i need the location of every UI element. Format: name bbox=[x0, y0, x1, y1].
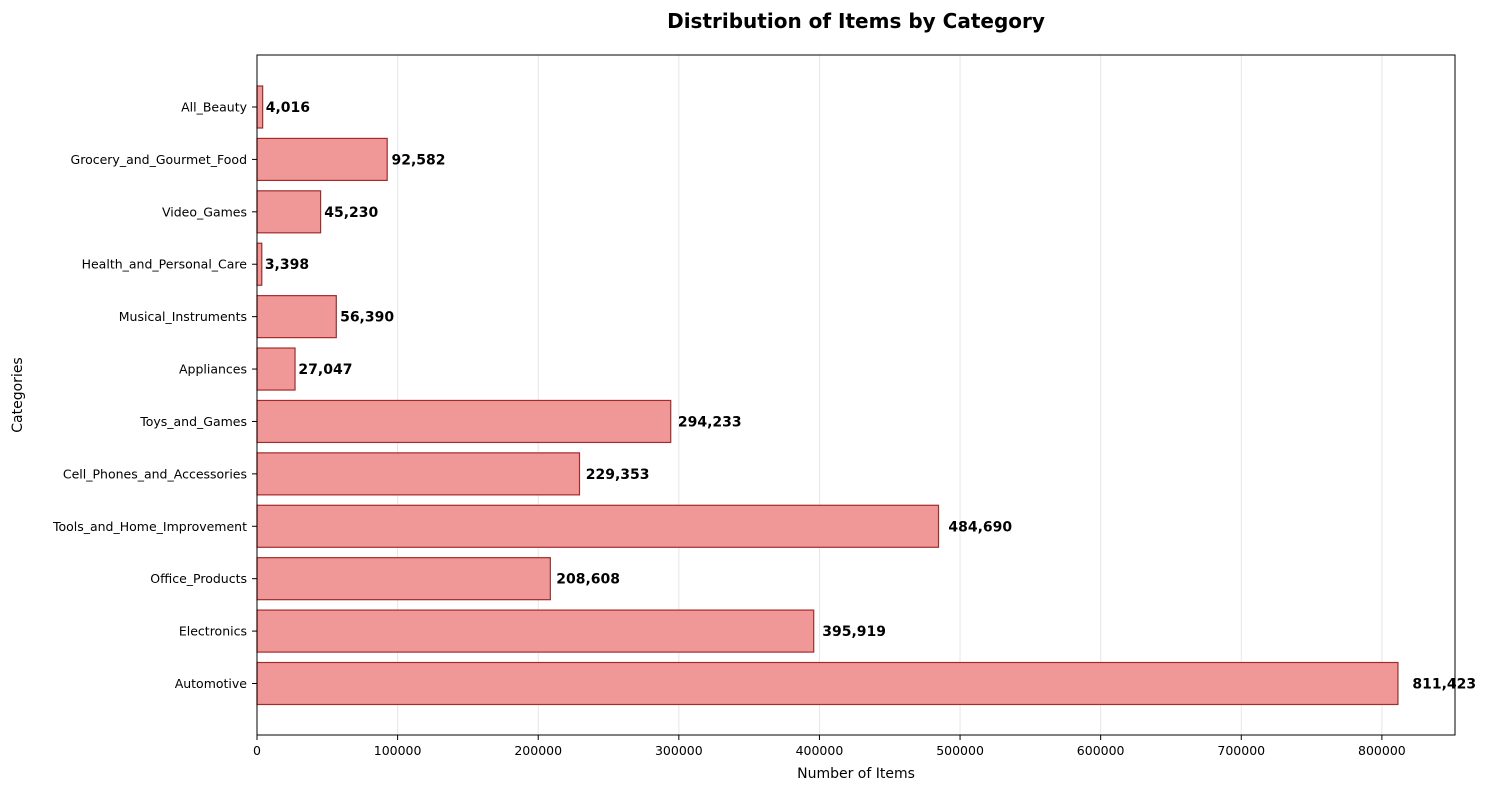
y-tick-label: Automotive bbox=[175, 676, 248, 691]
chart-title: Distribution of Items by Category bbox=[667, 9, 1045, 33]
bar-value-label: 4,016 bbox=[266, 100, 310, 116]
bar-musical-instruments bbox=[256, 295, 337, 339]
bar-grocery-and-gourmet-food bbox=[256, 137, 388, 182]
bar-health-and-personal-care bbox=[256, 242, 263, 286]
bar-layer bbox=[256, 85, 1399, 706]
bar-value-label: 208,608 bbox=[556, 572, 620, 588]
y-tick-label: Appliances bbox=[179, 362, 247, 377]
grid-layer bbox=[256, 55, 1383, 735]
bar-tools-and-home-improvement bbox=[256, 504, 940, 548]
bar-value-label: 229,353 bbox=[586, 467, 650, 483]
bar-cell-phones-and-accessories bbox=[256, 452, 581, 496]
y-tick-label: Toys_and_Games bbox=[139, 414, 247, 429]
bar-value-label: 811,423 bbox=[1412, 677, 1476, 693]
bar-value-label: 45,230 bbox=[324, 205, 378, 221]
y-tick-label: Grocery_and_Gourmet_Food bbox=[71, 152, 247, 167]
y-tick-label: Tools_and_Home_Improvement bbox=[52, 519, 247, 534]
x-tick-label: 500000 bbox=[936, 743, 984, 758]
y-tick-label: Health_and_Personal_Care bbox=[82, 257, 248, 272]
bar-appliances bbox=[256, 347, 296, 391]
y-tick-label: Video_Games bbox=[162, 204, 247, 219]
bar-value-label: 3,398 bbox=[265, 257, 309, 273]
x-tick-label: 0 bbox=[253, 743, 261, 758]
bar-video-games bbox=[256, 190, 322, 234]
y-tick-label: Musical_Instruments bbox=[119, 309, 247, 324]
bar-value-label: 294,233 bbox=[678, 414, 742, 430]
bar-automotive bbox=[256, 661, 1399, 706]
bar-value-label: 395,919 bbox=[822, 624, 886, 640]
x-tick-label: 100000 bbox=[374, 743, 422, 758]
x-tick-label: 700000 bbox=[1217, 743, 1265, 758]
bar-electronics bbox=[256, 609, 815, 653]
x-tick-label: 600000 bbox=[1077, 743, 1125, 758]
y-axis-title: Categories bbox=[10, 357, 26, 432]
bar-value-label: 484,690 bbox=[948, 519, 1012, 535]
axis-layer bbox=[252, 54, 1456, 740]
y-tick-label: All_Beauty bbox=[181, 100, 247, 115]
bar-office-products bbox=[256, 557, 551, 601]
plot-frame bbox=[256, 54, 1456, 736]
bar-value-label: 92,582 bbox=[391, 152, 445, 168]
bar-toys-and-games bbox=[256, 399, 672, 444]
x-tick-label: 200000 bbox=[514, 743, 562, 758]
label-layer: Automotive 811,423 Electronics 395,919 Offic… bbox=[52, 100, 1476, 759]
x-tick-label: 800000 bbox=[1358, 743, 1406, 758]
bar-all-beauty bbox=[256, 85, 264, 129]
y-tick-label: Office_Products bbox=[150, 571, 247, 586]
x-axis-title: Number of Items bbox=[797, 766, 915, 782]
bar-value-label: 27,047 bbox=[298, 362, 352, 378]
y-tick-label: Electronics bbox=[179, 624, 247, 639]
y-tick-label: Cell_Phones_and_Accessories bbox=[63, 466, 247, 481]
x-tick-label: 400000 bbox=[796, 743, 844, 758]
x-tick-label: 300000 bbox=[655, 743, 703, 758]
bar-value-label: 56,390 bbox=[340, 310, 394, 326]
